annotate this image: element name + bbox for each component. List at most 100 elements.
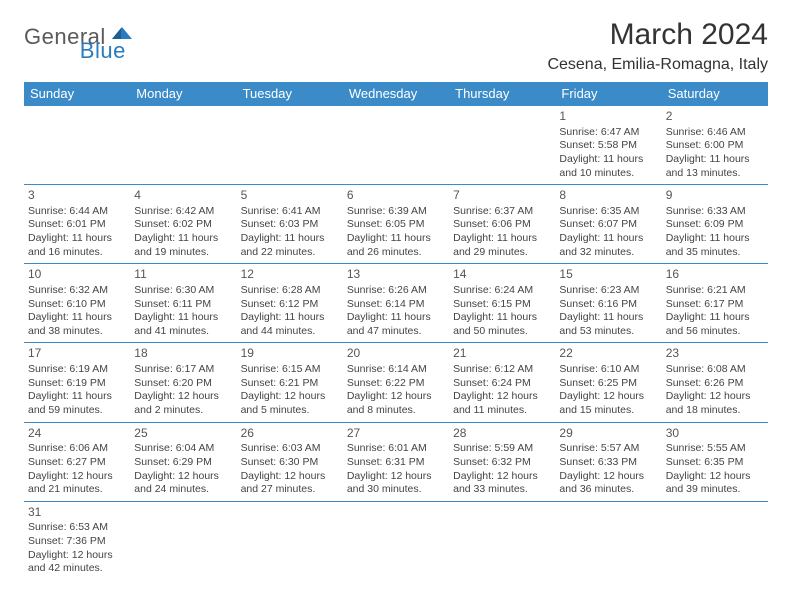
day-number: 14 bbox=[453, 267, 551, 283]
sunset-line: Sunset: 6:09 PM bbox=[666, 218, 764, 232]
daylight-line2: and 41 minutes. bbox=[134, 325, 232, 339]
daylight-line1: Daylight: 11 hours bbox=[28, 390, 126, 404]
day-number: 19 bbox=[241, 346, 339, 362]
calendar-cell bbox=[449, 501, 555, 580]
sunset-line: Sunset: 6:26 PM bbox=[666, 377, 764, 391]
daylight-line1: Daylight: 12 hours bbox=[666, 390, 764, 404]
daylight-line1: Daylight: 12 hours bbox=[666, 470, 764, 484]
sunrise-line: Sunrise: 6:04 AM bbox=[134, 442, 232, 456]
daylight-line2: and 39 minutes. bbox=[666, 483, 764, 497]
header: General Blue March 2024 Cesena, Emilia-R… bbox=[24, 18, 768, 74]
sunset-line: Sunset: 6:33 PM bbox=[559, 456, 657, 470]
daylight-line1: Daylight: 12 hours bbox=[28, 470, 126, 484]
sunset-line: Sunset: 6:17 PM bbox=[666, 298, 764, 312]
daylight-line1: Daylight: 11 hours bbox=[559, 232, 657, 246]
sunrise-line: Sunrise: 6:32 AM bbox=[28, 284, 126, 298]
calendar-cell bbox=[662, 501, 768, 580]
day-header: Friday bbox=[555, 82, 661, 106]
sunrise-line: Sunrise: 6:06 AM bbox=[28, 442, 126, 456]
calendar-cell: 9Sunrise: 6:33 AMSunset: 6:09 PMDaylight… bbox=[662, 185, 768, 264]
daylight-line1: Daylight: 11 hours bbox=[241, 311, 339, 325]
sunrise-line: Sunrise: 6:21 AM bbox=[666, 284, 764, 298]
day-header: Tuesday bbox=[237, 82, 343, 106]
sunrise-line: Sunrise: 5:55 AM bbox=[666, 442, 764, 456]
sunset-line: Sunset: 6:20 PM bbox=[134, 377, 232, 391]
calendar-cell: 17Sunrise: 6:19 AMSunset: 6:19 PMDayligh… bbox=[24, 343, 130, 422]
month-title: March 2024 bbox=[547, 18, 768, 52]
day-number: 7 bbox=[453, 188, 551, 204]
sunset-line: Sunset: 7:36 PM bbox=[28, 535, 126, 549]
sunset-line: Sunset: 6:24 PM bbox=[453, 377, 551, 391]
daylight-line2: and 2 minutes. bbox=[134, 404, 232, 418]
calendar-row: 24Sunrise: 6:06 AMSunset: 6:27 PMDayligh… bbox=[24, 422, 768, 501]
daylight-line2: and 10 minutes. bbox=[559, 167, 657, 181]
calendar-cell bbox=[130, 501, 236, 580]
day-number: 2 bbox=[666, 109, 764, 125]
day-number: 8 bbox=[559, 188, 657, 204]
calendar-head: SundayMondayTuesdayWednesdayThursdayFrid… bbox=[24, 82, 768, 106]
day-number: 27 bbox=[347, 426, 445, 442]
sunrise-line: Sunrise: 6:47 AM bbox=[559, 126, 657, 140]
daylight-line1: Daylight: 11 hours bbox=[666, 153, 764, 167]
daylight-line2: and 50 minutes. bbox=[453, 325, 551, 339]
daylight-line1: Daylight: 11 hours bbox=[347, 311, 445, 325]
calendar-cell: 22Sunrise: 6:10 AMSunset: 6:25 PMDayligh… bbox=[555, 343, 661, 422]
daylight-line2: and 27 minutes. bbox=[241, 483, 339, 497]
location: Cesena, Emilia-Romagna, Italy bbox=[547, 56, 768, 74]
day-header: Monday bbox=[130, 82, 236, 106]
daylight-line2: and 30 minutes. bbox=[347, 483, 445, 497]
calendar-cell bbox=[449, 106, 555, 185]
daylight-line1: Daylight: 12 hours bbox=[241, 390, 339, 404]
sunset-line: Sunset: 5:58 PM bbox=[559, 139, 657, 153]
daylight-line2: and 56 minutes. bbox=[666, 325, 764, 339]
calendar-cell: 31Sunrise: 6:53 AMSunset: 7:36 PMDayligh… bbox=[24, 501, 130, 580]
calendar-row: 1Sunrise: 6:47 AMSunset: 5:58 PMDaylight… bbox=[24, 106, 768, 185]
day-number: 5 bbox=[241, 188, 339, 204]
sunset-line: Sunset: 6:29 PM bbox=[134, 456, 232, 470]
daylight-line2: and 42 minutes. bbox=[28, 562, 126, 576]
calendar-cell: 4Sunrise: 6:42 AMSunset: 6:02 PMDaylight… bbox=[130, 185, 236, 264]
calendar-cell: 11Sunrise: 6:30 AMSunset: 6:11 PMDayligh… bbox=[130, 264, 236, 343]
daylight-line2: and 32 minutes. bbox=[559, 246, 657, 260]
sunset-line: Sunset: 6:30 PM bbox=[241, 456, 339, 470]
sunset-line: Sunset: 6:03 PM bbox=[241, 218, 339, 232]
day-number: 24 bbox=[28, 426, 126, 442]
daylight-line1: Daylight: 11 hours bbox=[453, 311, 551, 325]
sunset-line: Sunset: 6:35 PM bbox=[666, 456, 764, 470]
daylight-line1: Daylight: 12 hours bbox=[453, 470, 551, 484]
day-number: 11 bbox=[134, 267, 232, 283]
sunset-line: Sunset: 6:06 PM bbox=[453, 218, 551, 232]
daylight-line2: and 35 minutes. bbox=[666, 246, 764, 260]
day-header: Sunday bbox=[24, 82, 130, 106]
day-number: 9 bbox=[666, 188, 764, 204]
calendar-cell: 1Sunrise: 6:47 AMSunset: 5:58 PMDaylight… bbox=[555, 106, 661, 185]
calendar-cell bbox=[130, 106, 236, 185]
daylight-line2: and 21 minutes. bbox=[28, 483, 126, 497]
calendar-cell: 2Sunrise: 6:46 AMSunset: 6:00 PMDaylight… bbox=[662, 106, 768, 185]
daylight-line2: and 8 minutes. bbox=[347, 404, 445, 418]
calendar-cell: 15Sunrise: 6:23 AMSunset: 6:16 PMDayligh… bbox=[555, 264, 661, 343]
calendar-cell: 25Sunrise: 6:04 AMSunset: 6:29 PMDayligh… bbox=[130, 422, 236, 501]
sunrise-line: Sunrise: 6:35 AM bbox=[559, 205, 657, 219]
calendar-row: 10Sunrise: 6:32 AMSunset: 6:10 PMDayligh… bbox=[24, 264, 768, 343]
sunrise-line: Sunrise: 6:15 AM bbox=[241, 363, 339, 377]
sunrise-line: Sunrise: 6:41 AM bbox=[241, 205, 339, 219]
daylight-line2: and 59 minutes. bbox=[28, 404, 126, 418]
sunset-line: Sunset: 6:19 PM bbox=[28, 377, 126, 391]
sunset-line: Sunset: 6:11 PM bbox=[134, 298, 232, 312]
calendar-body: 1Sunrise: 6:47 AMSunset: 5:58 PMDaylight… bbox=[24, 106, 768, 580]
day-number: 31 bbox=[28, 505, 126, 521]
calendar-cell: 14Sunrise: 6:24 AMSunset: 6:15 PMDayligh… bbox=[449, 264, 555, 343]
sunset-line: Sunset: 6:00 PM bbox=[666, 139, 764, 153]
sunset-line: Sunset: 6:16 PM bbox=[559, 298, 657, 312]
day-header: Wednesday bbox=[343, 82, 449, 106]
calendar-cell: 20Sunrise: 6:14 AMSunset: 6:22 PMDayligh… bbox=[343, 343, 449, 422]
calendar-cell bbox=[237, 106, 343, 185]
daylight-line1: Daylight: 12 hours bbox=[453, 390, 551, 404]
daylight-line1: Daylight: 11 hours bbox=[559, 153, 657, 167]
day-number: 1 bbox=[559, 109, 657, 125]
day-number: 22 bbox=[559, 346, 657, 362]
sunrise-line: Sunrise: 6:44 AM bbox=[28, 205, 126, 219]
sunrise-line: Sunrise: 6:28 AM bbox=[241, 284, 339, 298]
day-number: 13 bbox=[347, 267, 445, 283]
